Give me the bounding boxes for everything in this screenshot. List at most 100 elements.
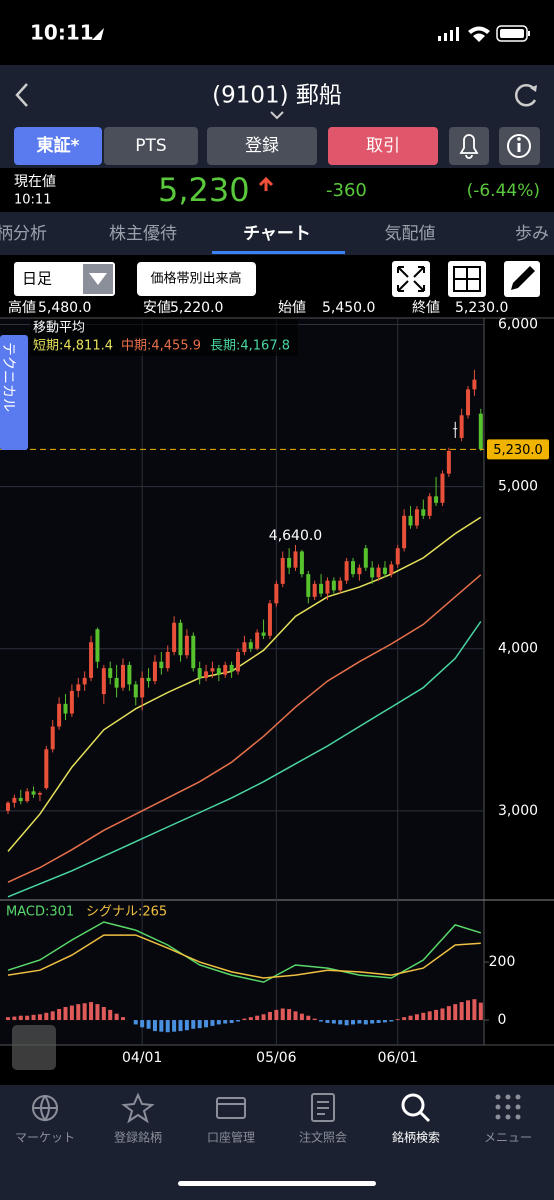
candle-body [50, 726, 55, 750]
candle-body [140, 677, 145, 698]
candle-body [37, 793, 42, 795]
candle-body [472, 379, 477, 390]
technical-tab[interactable] [0, 335, 28, 450]
drawing-tool[interactable] [12, 1025, 56, 1070]
layout-icon [453, 266, 481, 292]
candle-body [63, 703, 68, 714]
home-indicator [178, 1181, 376, 1186]
pts-button[interactable] [104, 127, 198, 165]
histogram-bar [280, 1008, 285, 1021]
candle-body [57, 703, 62, 727]
histogram-bar [229, 1020, 234, 1023]
histogram-bar [427, 1011, 432, 1021]
nav-label[interactable]: 口座管理 [207, 1130, 255, 1145]
x-tick-label: 04/01 [122, 1050, 162, 1066]
histogram-bar [421, 1012, 426, 1021]
candle-body [44, 749, 49, 789]
histogram-bar [255, 1015, 260, 1021]
ohlc-value: 5,480.0 [38, 300, 91, 316]
candle-body [82, 677, 87, 685]
candle-body [395, 548, 400, 565]
candle-body [434, 496, 439, 503]
expand-button[interactable] [392, 261, 430, 297]
bell-icon [459, 134, 479, 159]
tab[interactable]: 柄分析 [0, 224, 47, 244]
histogram-bar [95, 1004, 100, 1021]
candle-body [191, 635, 196, 669]
refresh-button[interactable] [514, 84, 537, 107]
nav-label[interactable]: 登録銘柄 [114, 1130, 162, 1145]
y-tick-label: 3,000 [498, 803, 538, 819]
series-line [7, 516, 482, 852]
histogram-bar [57, 1009, 62, 1021]
nav-label[interactable]: メニュー [484, 1131, 532, 1145]
histogram-bar [331, 1020, 336, 1024]
candle-body [76, 684, 81, 691]
histogram-bar [312, 1018, 317, 1021]
candle-body [31, 791, 36, 795]
histogram-bar [82, 1003, 87, 1021]
histogram-bar [459, 1002, 464, 1021]
legend-entry: 短期:4,811.4 [33, 339, 113, 354]
histogram-bar [31, 1014, 36, 1021]
legend-entry: シグナル:265 [86, 905, 167, 920]
candle-body [319, 583, 324, 594]
histogram-bar [453, 1004, 458, 1021]
tab[interactable]: 気配値 [385, 224, 436, 244]
tab-bar [0, 212, 554, 255]
tab[interactable]: 株主優待 [109, 224, 177, 244]
series-line [7, 934, 481, 979]
nav-label[interactable]: マーケット [15, 1131, 75, 1145]
max-label: 4,640.0 [269, 528, 322, 544]
button-label: 価格帯別出来高 [150, 271, 241, 287]
histogram-bar [50, 1011, 55, 1021]
tab-active[interactable]: チャート [243, 224, 311, 244]
ohlc-value: 5,450.0 [322, 300, 375, 316]
bell-button[interactable] [449, 127, 489, 165]
histogram-bar [25, 1015, 30, 1021]
y-tick-label: 6,000 [498, 316, 538, 332]
ohlc-value: 5,230.0 [455, 300, 508, 316]
candle-body [408, 515, 413, 526]
nav-label-active[interactable]: 銘柄検索 [392, 1130, 440, 1145]
histogram-bar [101, 1007, 106, 1021]
histogram-bar [376, 1020, 381, 1023]
histogram-bar [402, 1017, 407, 1021]
candle-body [357, 567, 362, 575]
legend-entry: 長期:4,167.8 [210, 339, 290, 354]
candle-body [453, 428, 458, 430]
histogram-bar [338, 1020, 343, 1025]
histogram-bar [165, 1020, 170, 1033]
y-tick-label: 0 [498, 1012, 507, 1028]
x-tick-label: 06/01 [378, 1050, 418, 1066]
quote-price: 5,230 [158, 171, 250, 209]
tab-underline [212, 251, 345, 254]
histogram-bar [363, 1020, 368, 1025]
pencil-icon [511, 266, 535, 290]
histogram-bar [414, 1014, 419, 1021]
series-line [7, 621, 482, 898]
tse-button[interactable] [14, 127, 102, 165]
back-button[interactable] [15, 83, 28, 107]
trade-button[interactable] [328, 127, 438, 165]
candle-body [89, 642, 94, 678]
histogram-bar [216, 1020, 221, 1025]
register-button[interactable] [207, 127, 317, 165]
nav-label[interactable]: 注文照会 [299, 1130, 347, 1145]
tab[interactable]: 歩み [515, 224, 549, 244]
histogram-bar [197, 1020, 202, 1029]
candle-body [478, 413, 483, 450]
histogram-bar [351, 1020, 356, 1025]
ohlc-label: 高値 [8, 299, 36, 316]
histogram-bar [76, 1004, 81, 1021]
candle-body [325, 580, 330, 594]
volume-profile-button[interactable] [137, 262, 256, 296]
candle-body [5, 802, 10, 811]
histogram-bar [210, 1020, 215, 1026]
status-icons [438, 25, 530, 42]
histogram-bar [395, 1019, 400, 1021]
dropdown-arrow [89, 273, 107, 285]
histogram-bar [37, 1014, 42, 1021]
histogram-bar [357, 1020, 362, 1024]
candle-body [293, 551, 298, 568]
